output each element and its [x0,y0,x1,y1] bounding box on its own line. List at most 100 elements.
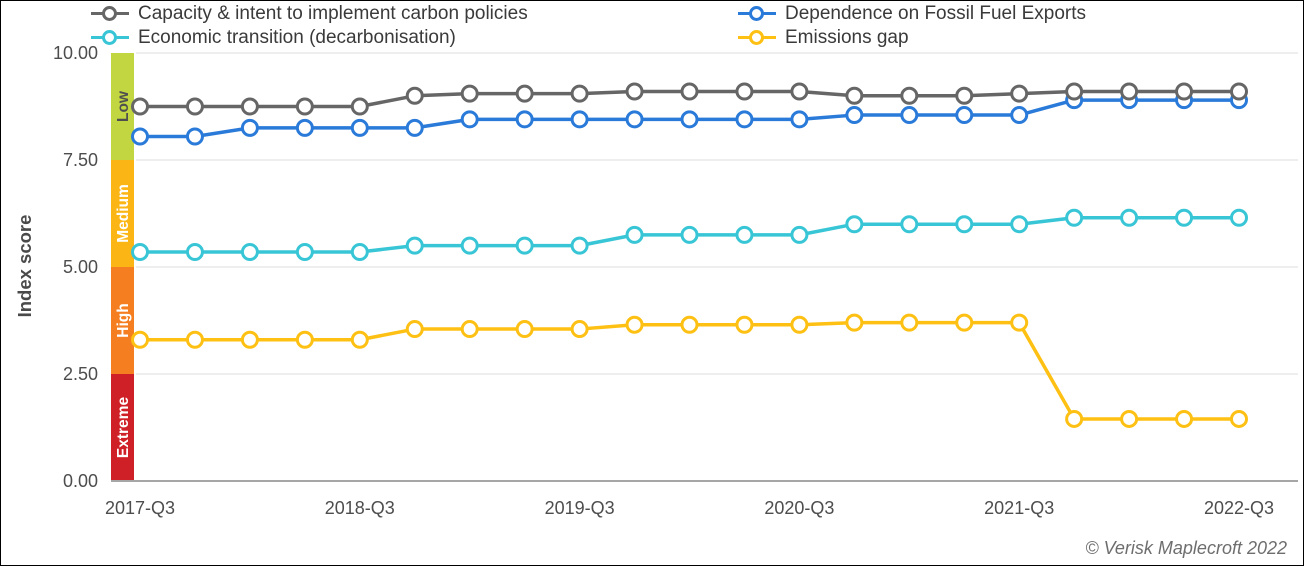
legend-item-economic-transition[interactable]: Economic transition (decarbonisation) [91,28,456,47]
data-point-marker[interactable] [1175,82,1194,101]
data-point-marker[interactable] [1065,82,1084,101]
data-point-marker[interactable] [515,320,534,339]
data-point-marker[interactable] [845,313,864,332]
risk-band-extreme [111,374,134,481]
data-point-marker[interactable] [1065,208,1084,227]
data-point-marker[interactable] [570,84,589,103]
data-point-marker[interactable] [570,320,589,339]
data-point-marker[interactable] [240,118,259,137]
data-point-marker[interactable] [350,330,369,349]
data-point-marker[interactable] [900,313,919,332]
data-point-marker[interactable] [625,110,644,129]
x-tick-label: 2022-Q3 [1204,498,1274,518]
data-point-marker[interactable] [515,236,534,255]
data-point-marker[interactable] [1065,409,1084,428]
data-point-marker[interactable] [845,86,864,105]
data-point-marker[interactable] [955,215,974,234]
data-point-marker[interactable] [185,97,204,116]
data-point-marker[interactable] [131,330,149,349]
data-point-marker[interactable] [405,236,424,255]
data-point-marker[interactable] [131,97,149,116]
data-point-marker[interactable] [131,127,149,146]
data-point-marker[interactable] [1230,208,1248,227]
data-point-marker[interactable] [790,82,809,101]
data-point-marker[interactable] [460,84,479,103]
data-point-marker[interactable] [240,97,259,116]
data-point-marker[interactable] [1230,409,1248,428]
data-point-marker[interactable] [1175,208,1194,227]
data-point-marker[interactable] [570,236,589,255]
data-point-marker[interactable] [955,106,974,125]
data-point-marker[interactable] [295,243,314,262]
risk-band-label: High [115,303,132,337]
x-tick-label: 2019-Q3 [545,498,615,518]
data-point-marker[interactable] [900,106,919,125]
data-point-marker[interactable] [790,110,809,129]
data-point-marker[interactable] [405,86,424,105]
data-point-marker[interactable] [680,225,699,244]
data-point-marker[interactable] [240,330,259,349]
data-point-marker[interactable] [350,97,369,116]
data-point-marker[interactable] [625,225,644,244]
data-point-marker[interactable] [350,118,369,137]
data-point-marker[interactable] [735,110,754,129]
data-point-marker[interactable] [735,315,754,334]
data-point-marker[interactable] [515,84,534,103]
data-point-marker[interactable] [240,243,259,262]
data-point-marker[interactable] [845,215,864,234]
legend-item-emissions-gap[interactable]: Emissions gap [738,28,909,47]
data-point-marker[interactable] [900,215,919,234]
data-point-marker[interactable] [570,110,589,129]
data-point-marker[interactable] [955,313,974,332]
data-point-marker[interactable] [131,243,149,262]
data-point-marker[interactable] [185,127,204,146]
data-point-marker[interactable] [295,330,314,349]
data-point-marker[interactable] [460,236,479,255]
data-point-marker[interactable] [680,110,699,129]
data-point-marker[interactable] [350,243,369,262]
data-point-marker[interactable] [790,315,809,334]
data-point-marker[interactable] [1010,313,1029,332]
data-point-marker[interactable] [845,106,864,125]
data-point-marker[interactable] [955,86,974,105]
legend-label: Dependence on Fossil Fuel Exports [785,3,1086,24]
data-point-marker[interactable] [625,315,644,334]
data-point-marker[interactable] [1230,82,1248,101]
data-point-marker[interactable] [185,243,204,262]
data-point-marker[interactable] [1120,82,1139,101]
y-tick-label: 5.00 [63,257,98,277]
legend-marker-icon [738,29,776,46]
data-point-marker[interactable] [625,82,644,101]
risk-band-label: Medium [115,184,132,243]
legend-marker-icon [91,29,129,46]
data-point-marker[interactable] [185,330,204,349]
data-point-marker[interactable] [790,225,809,244]
data-point-marker[interactable] [515,110,534,129]
legend-label: Emissions gap [785,27,909,48]
data-point-marker[interactable] [1120,409,1139,428]
y-tick-label: 2.50 [63,364,98,384]
data-point-marker[interactable] [405,118,424,137]
data-point-marker[interactable] [1010,106,1029,125]
data-point-marker[interactable] [1175,409,1194,428]
data-point-marker[interactable] [295,97,314,116]
data-point-marker[interactable] [680,315,699,334]
data-point-marker[interactable] [735,225,754,244]
data-point-marker[interactable] [460,320,479,339]
data-point-marker[interactable] [735,82,754,101]
data-point-marker[interactable] [1120,208,1139,227]
data-point-marker[interactable] [405,320,424,339]
risk-band-high [111,267,134,374]
x-tick-label: 2018-Q3 [325,498,395,518]
legend-item-capacity[interactable]: Capacity & intent to implement carbon po… [91,4,528,23]
x-tick-label: 2021-Q3 [984,498,1054,518]
legend-marker-icon [91,5,129,22]
data-point-marker[interactable] [900,86,919,105]
data-point-marker[interactable] [460,110,479,129]
data-point-marker[interactable] [1010,84,1029,103]
data-point-marker[interactable] [295,118,314,137]
legend-item-fossil-fuel[interactable]: Dependence on Fossil Fuel Exports [738,4,1086,23]
data-point-marker[interactable] [680,82,699,101]
data-point-marker[interactable] [1010,215,1029,234]
y-tick-label: 0.00 [63,471,98,491]
